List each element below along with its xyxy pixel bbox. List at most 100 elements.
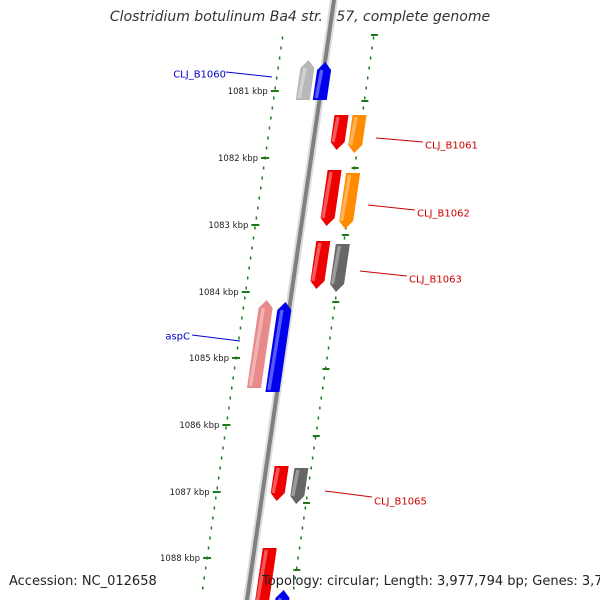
tick-dot [241, 316, 243, 320]
tick-dot [303, 516, 305, 520]
leader-line [359, 270, 408, 277]
tick-dot [310, 466, 312, 470]
tick-dot [209, 536, 211, 540]
tick-dot [246, 276, 249, 280]
topology-text: Topology: circular; Length: 3,977,794 bp… [262, 574, 600, 589]
tick-dot [313, 446, 315, 450]
tick-dot [301, 526, 304, 530]
tick-dot [365, 86, 367, 90]
tick-dot [306, 496, 308, 500]
feature-clj-b1061-red [330, 115, 349, 150]
feature-partial-red-highlight [255, 549, 269, 600]
tick-dot [362, 106, 365, 110]
feature-clj-b1065-red-highlight [271, 467, 280, 494]
tick-dot [268, 126, 271, 130]
tick-dot [259, 186, 262, 190]
tick-dot [274, 86, 276, 90]
tick-label: 1084 kbp [199, 288, 239, 298]
tick-label: 1088 kbp [160, 554, 200, 564]
feature-clj-b1062-red [320, 170, 342, 226]
tick-dot [210, 526, 213, 530]
tick-dot [314, 436, 317, 440]
leader-line [225, 71, 273, 78]
tick-dot [366, 76, 369, 80]
tick-dot [273, 96, 275, 100]
tick-dot [222, 446, 224, 450]
tick-dot [204, 566, 207, 570]
leader-line [191, 334, 241, 342]
tick-dot [262, 166, 265, 170]
feature-clj-b1065-gray-highlight [290, 469, 300, 497]
tick-label: 1081 kbp [228, 87, 268, 97]
tick-dot [254, 226, 256, 230]
tick-dot [258, 196, 261, 200]
tick-dot [219, 466, 221, 470]
label-layer: CLJ_B1060 CLJ_B1061 CLJ_B1062 CLJ_B1063 aspC… [165, 70, 477, 508]
leader-line [375, 137, 424, 143]
feature-clj-b1065-red [270, 466, 289, 501]
tick-dot [267, 136, 269, 140]
tick-dot [329, 336, 331, 340]
tick-dot [327, 346, 330, 350]
leader-line [367, 204, 416, 211]
leader-line [324, 490, 373, 498]
tick-dot [297, 556, 299, 560]
feature-aspc-pink [246, 300, 273, 388]
tick-dot [223, 436, 226, 440]
tick-dot [355, 156, 357, 160]
tick-dot [212, 516, 214, 520]
tick-dot [244, 296, 246, 300]
gene-label: CLJ_B1060 [173, 70, 226, 81]
feature-layer [246, 60, 367, 600]
tick-dot [225, 426, 227, 430]
tick-dot [369, 56, 372, 60]
tick-dot [228, 406, 230, 410]
tick-dot [251, 246, 253, 250]
accession-text: Accession: NC_012658 [9, 574, 157, 589]
feature-clj-b1061-red-highlight [331, 116, 340, 143]
gene-label: CLJ_B1062 [417, 209, 470, 220]
feature-clj-b1060-gray [295, 60, 315, 100]
tick-dot [343, 236, 346, 240]
tick-dot [317, 416, 320, 420]
tick-dot [236, 346, 239, 350]
tick-dot [265, 146, 268, 150]
gene-label: CLJ_B1065 [374, 497, 427, 508]
tick-label: 1087 kbp [170, 488, 210, 498]
map-title: Clostridium botulinum Ba4 str. 657, comp… [109, 9, 491, 25]
tick-dot [368, 66, 370, 70]
tick-dot [307, 486, 309, 490]
feature-clj-b1062-orange-highlight [339, 174, 352, 222]
tick-dot [277, 66, 279, 70]
tick-dot [304, 506, 307, 510]
tick-dot [271, 106, 274, 110]
tick-dot [320, 396, 323, 400]
tick-dot [323, 376, 325, 380]
tick-dot [335, 296, 337, 300]
tick-dot [230, 386, 233, 390]
tick-dot [226, 416, 229, 420]
tick-dot [203, 576, 205, 580]
tick-dot [248, 266, 250, 270]
tick-dot [229, 396, 232, 400]
tick-dot [249, 256, 252, 260]
tick-dot [252, 236, 255, 240]
tick-dot [371, 46, 373, 50]
tick-dot [216, 486, 218, 490]
tick-dot [239, 326, 242, 330]
tick-dot [281, 36, 284, 40]
feature-aspc-pink-highlight [248, 307, 265, 387]
tick-dot [333, 306, 336, 310]
tick-label: 1086 kbp [179, 421, 219, 431]
tick-dot [255, 216, 258, 220]
tick-dot [364, 96, 366, 100]
tick-dot [217, 476, 220, 480]
feature-clj-b1060-gray-highlight [297, 67, 307, 99]
feature-clj-b1063-red [310, 241, 331, 289]
feature-clj-b1065-gray [290, 468, 309, 504]
feature-clj-b1062-red-highlight [321, 171, 333, 219]
tick-dot [213, 506, 216, 510]
feature-partial-red [255, 548, 277, 600]
feature-clj-b1061-orange-highlight [348, 116, 358, 146]
feature-partial-blue [275, 590, 290, 600]
